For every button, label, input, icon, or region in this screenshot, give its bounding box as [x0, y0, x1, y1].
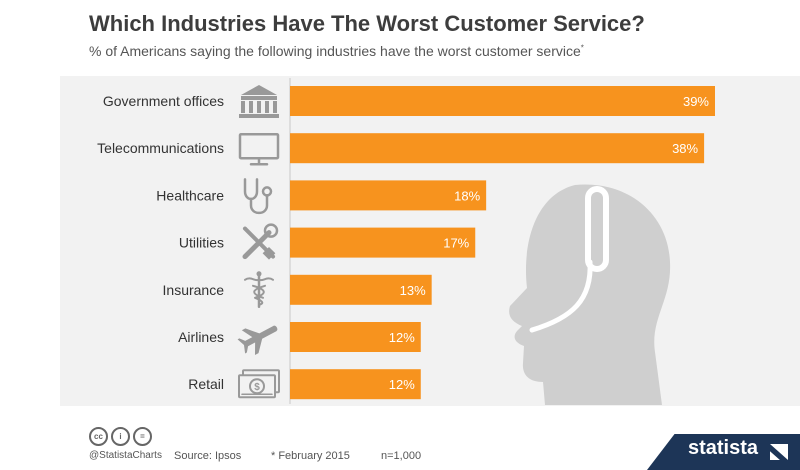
bar-3	[290, 227, 476, 258]
bar-4	[290, 274, 432, 305]
chart-subtitle: % of Americans saying the following indu…	[89, 43, 584, 59]
bar-2	[290, 180, 487, 211]
headset-person-icon	[509, 184, 671, 405]
bar-6	[290, 369, 421, 400]
bar-value-label: 39%	[683, 94, 709, 109]
monitor-icon	[238, 132, 280, 166]
bar-0	[290, 86, 715, 116]
source-text: Source: Ipsos	[174, 450, 242, 462]
category-label: Insurance	[163, 282, 225, 298]
statista-logo-text: statista	[687, 437, 758, 459]
subtitle-footnote-mark: *	[580, 43, 584, 53]
chart-title: Which Industries Have The Worst Customer…	[89, 11, 645, 36]
sample-size-text: n=1,000	[381, 450, 422, 462]
airplane-icon	[237, 325, 278, 355]
category-label: Telecommunications	[97, 140, 224, 156]
category-label: Government offices	[103, 93, 224, 109]
wrench-screwdriver-icon	[242, 223, 279, 260]
category-label: Retail	[188, 376, 224, 392]
category-label: Airlines	[178, 329, 224, 345]
caduceus-icon	[244, 271, 274, 309]
bar-value-label: 12%	[389, 330, 415, 345]
statista-logo-icon	[770, 444, 788, 460]
twitter-handle[interactable]: @StatistaCharts	[89, 450, 162, 461]
nd-icon: =	[133, 427, 152, 446]
category-label: Healthcare	[156, 187, 224, 203]
bar-value-label: 18%	[454, 188, 480, 203]
license-icons: cc i =	[89, 427, 152, 446]
by-icon: i	[111, 427, 130, 446]
footnote-text: * February 2015	[271, 450, 350, 462]
category-label: Utilities	[179, 235, 224, 251]
svg-text:$: $	[254, 382, 260, 393]
bar-value-label: 13%	[400, 283, 426, 298]
cc-icon: cc	[89, 427, 108, 446]
statista-brand-banner[interactable]: statista	[647, 434, 800, 470]
stethoscope-icon	[243, 178, 273, 215]
bar-value-label: 17%	[443, 236, 469, 251]
bar-5	[290, 322, 421, 352]
bar-value-label: 38%	[672, 141, 698, 156]
money-bills-icon: $	[238, 369, 280, 399]
footer: cc i = @StatistaCharts Source: Ipsos * F…	[89, 427, 800, 467]
bar-1	[290, 133, 705, 164]
subtitle-text: % of Americans saying the following indu…	[89, 43, 581, 59]
government-building-icon	[239, 85, 279, 118]
bar-value-label: 12%	[389, 377, 415, 392]
